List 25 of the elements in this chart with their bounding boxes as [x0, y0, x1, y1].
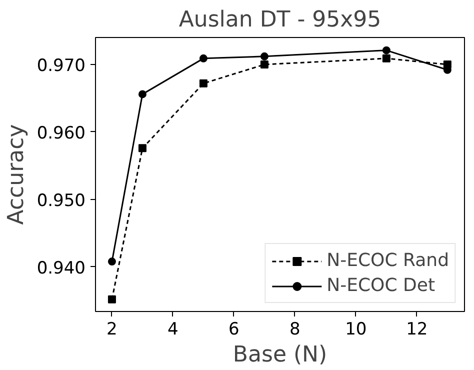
point — [199, 79, 208, 88]
point — [138, 144, 146, 152]
y-tick-label: 0.940 — [36, 258, 86, 278]
point — [108, 258, 116, 266]
x-tick-label: 4 — [168, 320, 178, 340]
y-tick-label: 0.970 — [36, 56, 86, 76]
point — [260, 60, 268, 68]
chart-title: Auslan DT - 95x95 — [178, 8, 382, 32]
x-tick-label: 10 — [345, 320, 367, 340]
x-tick-label: 2 — [106, 320, 118, 340]
x-tick-label: 12 — [406, 320, 428, 340]
point — [108, 295, 116, 304]
point — [199, 54, 208, 62]
point — [260, 52, 268, 60]
x-axis-title: Base (N) — [232, 342, 328, 368]
point — [382, 54, 390, 62]
point — [138, 90, 146, 98]
x-tick-label: 8 — [290, 320, 300, 340]
x-tick-label: 6 — [228, 320, 240, 340]
legend-label: N-ECOC Rand — [326, 250, 449, 271]
y-axis-title: Accuracy — [4, 124, 29, 225]
point — [382, 46, 390, 54]
y-tick-label: 0.960 — [36, 123, 86, 144]
y-tick-label: 0.950 — [36, 190, 86, 211]
legend-label: N-ECOC Det — [326, 275, 436, 296]
